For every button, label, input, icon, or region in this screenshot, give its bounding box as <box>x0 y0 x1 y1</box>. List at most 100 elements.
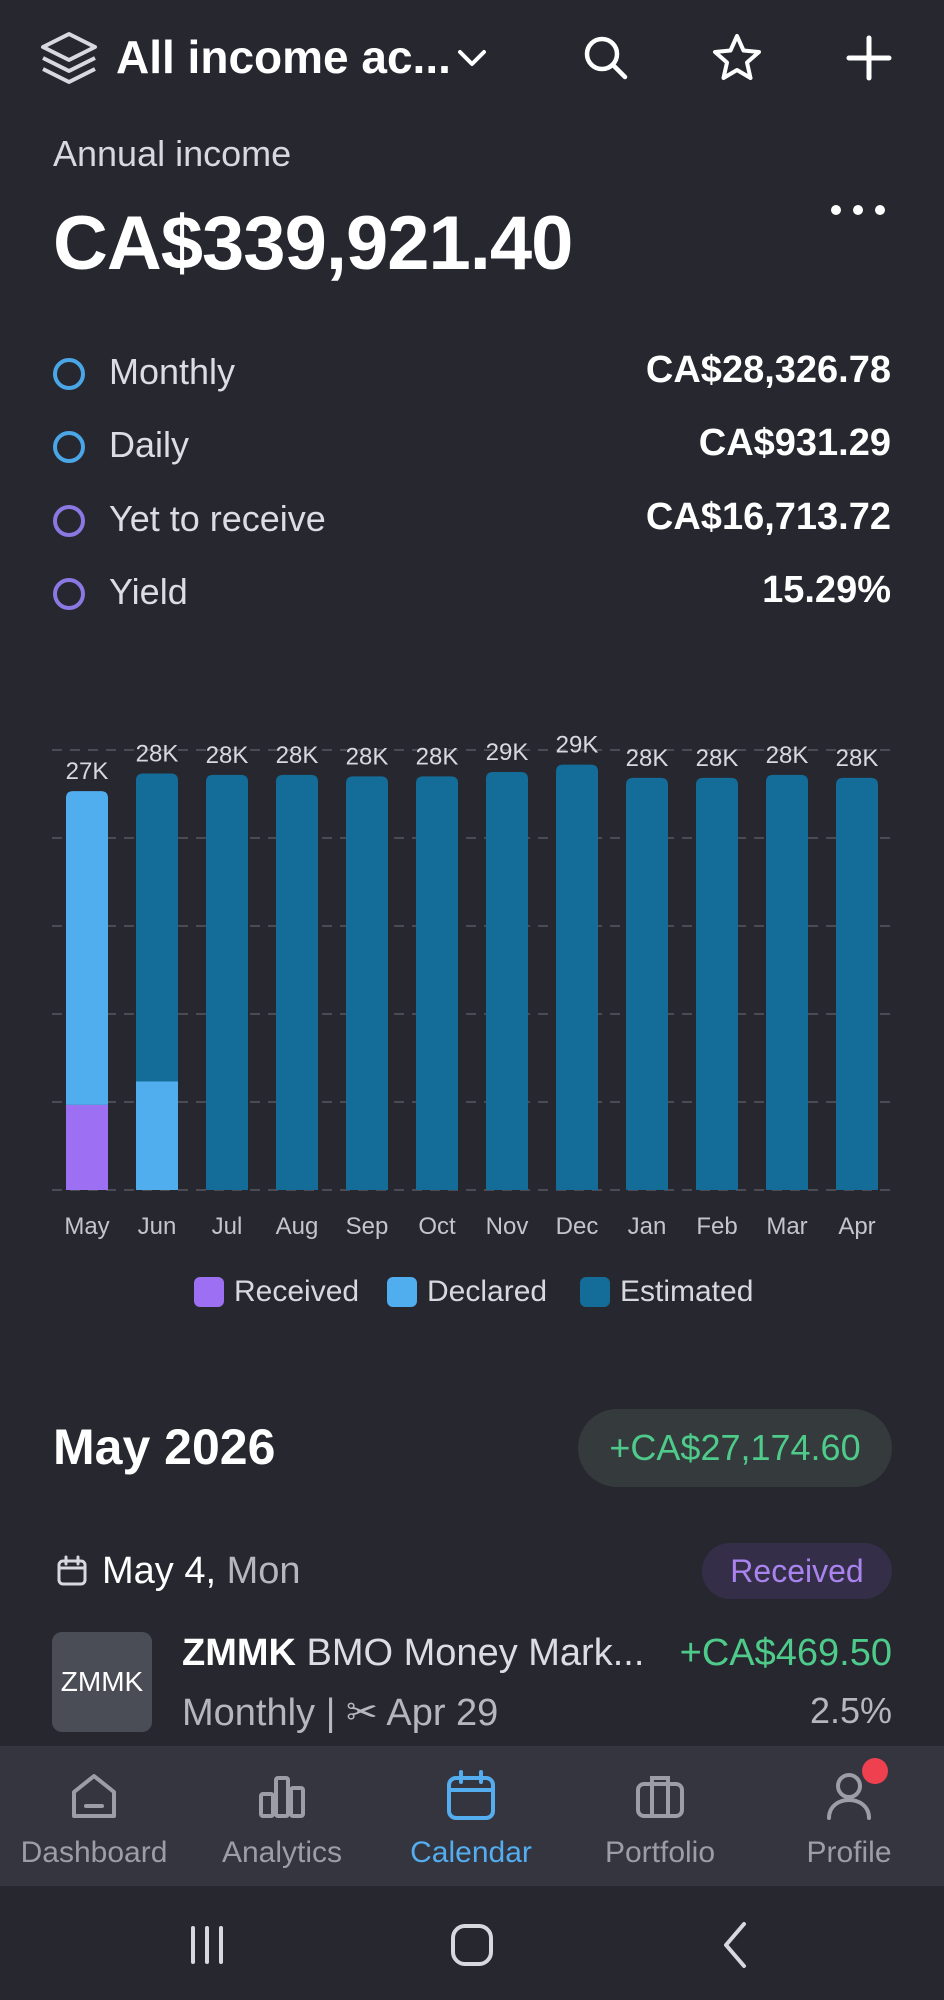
stat-yet-to-receive: Yet to receive CA$16,713.72 <box>53 494 891 550</box>
holding-ex-date: Apr 29 <box>377 1692 499 1734</box>
home-button-icon[interactable] <box>437 1910 507 1980</box>
nav-portfolio[interactable]: Portfolio <box>566 1746 754 1886</box>
recent-apps-icon[interactable] <box>172 1910 242 1980</box>
bar-segment-estimated-feb[interactable] <box>696 777 738 1190</box>
bar-value-label: 28K <box>416 743 459 770</box>
bar-segment-estimated-oct[interactable] <box>416 776 458 1190</box>
holding-yield: 2.5% <box>809 1690 892 1731</box>
bottom-navigation: Dashboard Analytics Calendar Portfolio P… <box>0 1746 944 1886</box>
stat-label: Monthly <box>109 351 236 392</box>
calendar-icon <box>447 1770 495 1820</box>
bar-value-label: 29K <box>556 732 599 759</box>
nav-label: Profile <box>806 1836 892 1869</box>
stat-yield: Yield 15.29% <box>53 567 891 623</box>
bar-value-label: 28K <box>836 745 879 772</box>
legend-item-declared: Declared <box>387 1272 547 1312</box>
holding-details: Monthly | ✂ Apr 29 <box>182 1690 498 1735</box>
bar-segment-declared-jun[interactable] <box>136 1081 178 1190</box>
holding-fund-name: BMO Money Mark... <box>295 1632 645 1674</box>
more-options-icon[interactable] <box>826 190 890 230</box>
nav-analytics[interactable]: Analytics <box>188 1746 376 1886</box>
stat-value: CA$16,713.72 <box>645 496 891 538</box>
month-title: May 2026 <box>53 1419 276 1475</box>
stat-label: Yield <box>109 571 188 612</box>
status-badge: Received <box>702 1543 892 1599</box>
stat-monthly: Monthly CA$28,326.78 <box>53 347 891 403</box>
bar-value-label: 28K <box>766 742 809 769</box>
holding-name[interactable]: ZMMK BMO Money Mark... <box>182 1632 644 1675</box>
x-tick-label: Dec <box>556 1213 599 1240</box>
nav-dashboard[interactable]: Dashboard <box>0 1746 188 1886</box>
bar-segment-estimated-dec[interactable] <box>556 764 598 1190</box>
bar-value-label: 28K <box>276 742 319 769</box>
legend-item-estimated: Estimated <box>580 1272 753 1312</box>
bar-segment-estimated-sep[interactable] <box>346 776 388 1190</box>
bar-value-label: 28K <box>346 743 389 770</box>
bar-segment-estimated-jun[interactable] <box>136 773 178 1082</box>
scissors-icon: ✂ <box>346 1692 378 1734</box>
briefcase-icon <box>636 1776 684 1818</box>
stat-dot-icon <box>53 505 85 537</box>
annual-income-value: CA$339,921.40 <box>53 201 573 286</box>
analytics-icon <box>259 1776 305 1818</box>
bar-value-label: 28K <box>696 745 739 772</box>
legend-swatch <box>387 1277 417 1307</box>
nav-label: Analytics <box>221 1836 343 1869</box>
notification-badge <box>862 1758 888 1784</box>
bar-segment-estimated-nov[interactable] <box>486 772 528 1190</box>
x-tick-label: Jan <box>628 1213 667 1240</box>
x-tick-label: Mar <box>766 1213 807 1240</box>
stat-label: Yet to receive <box>109 498 326 539</box>
income-bar-chart[interactable]: 27K May 28K Jun 28K Jul 28K Aug 28K Sep 28K Oct 29K N… <box>0 690 944 1250</box>
chart-legend: Received Declared Estimated <box>0 1272 944 1312</box>
x-tick-label: May <box>64 1213 109 1240</box>
nav-profile[interactable]: Profile <box>755 1746 943 1886</box>
nav-calendar[interactable]: Calendar <box>377 1746 565 1886</box>
bar-segment-estimated-apr[interactable] <box>836 777 878 1190</box>
bar-segment-estimated-jul[interactable] <box>206 774 248 1190</box>
chevron-down-icon[interactable] <box>452 38 492 78</box>
star-icon[interactable] <box>709 30 765 86</box>
account-selector[interactable]: All income ac... <box>116 31 451 83</box>
layers-icon[interactable] <box>38 28 100 90</box>
x-tick-label: Apr <box>838 1213 875 1240</box>
plus-icon[interactable] <box>841 30 897 86</box>
month-total-badge: +CA$27,174.60 <box>578 1409 892 1487</box>
back-icon[interactable] <box>702 1910 772 1980</box>
day-date: May 4, <box>102 1550 217 1592</box>
stat-dot-icon <box>53 431 85 463</box>
stat-label: Daily <box>109 424 190 465</box>
profile-icon <box>827 1773 871 1820</box>
bar-value-label: 27K <box>66 758 109 785</box>
day-weekday: Mon <box>216 1550 301 1592</box>
stat-value: 15.29% <box>762 569 891 611</box>
stat-daily: Daily CA$931.29 <box>53 420 891 476</box>
bar-value-label: 28K <box>136 740 179 767</box>
day-label: May 4, Mon <box>102 1550 301 1593</box>
bar-segment-declared-may[interactable] <box>66 791 108 1105</box>
x-tick-label: Oct <box>418 1213 456 1240</box>
x-tick-label: Jun <box>138 1213 177 1240</box>
top-app-bar: All income ac... <box>0 0 944 120</box>
legend-label: Received <box>234 1275 360 1308</box>
holding-ticker: ZMMK <box>182 1632 296 1674</box>
bar-segment-received-may[interactable] <box>66 1104 108 1190</box>
bar-segment-estimated-mar[interactable] <box>766 774 808 1190</box>
ticker-logo[interactable]: ZMMK <box>52 1632 152 1732</box>
bar-value-label: 29K <box>486 739 529 766</box>
x-tick-label: Aug <box>276 1213 319 1240</box>
holding-amount: +CA$469.50 <box>679 1632 892 1674</box>
bar-segment-estimated-jan[interactable] <box>626 777 668 1190</box>
bar-value-label: 28K <box>626 745 669 772</box>
bar-value-label: 28K <box>206 742 249 769</box>
nav-label: Calendar <box>410 1836 532 1869</box>
legend-swatch <box>194 1277 224 1307</box>
x-tick-label: Nov <box>486 1213 529 1240</box>
bar-segment-estimated-aug[interactable] <box>276 774 318 1190</box>
home-icon <box>72 1774 116 1818</box>
calendar-day-icon <box>57 1555 87 1586</box>
search-icon[interactable] <box>578 30 634 86</box>
stat-value: CA$28,326.78 <box>645 349 891 391</box>
legend-label: Declared <box>427 1275 548 1308</box>
stat-dot-icon <box>53 578 85 610</box>
